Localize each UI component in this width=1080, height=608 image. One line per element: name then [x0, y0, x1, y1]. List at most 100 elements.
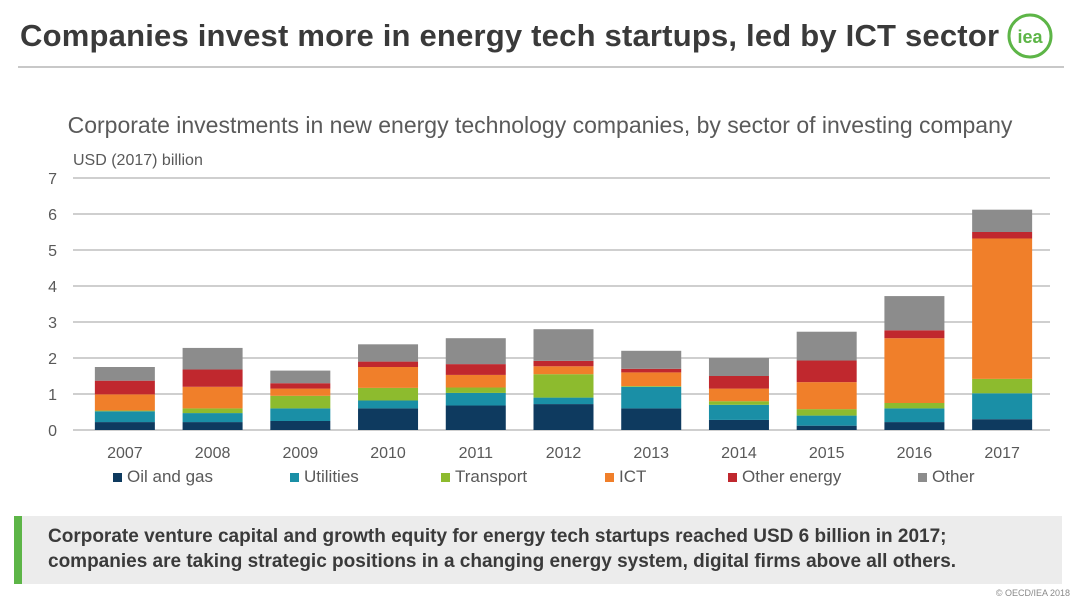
y-tick-label: 4 [48, 279, 57, 296]
logo-text: iea [1017, 27, 1043, 47]
legend-swatch [605, 472, 614, 482]
legend-label: Other energy [742, 467, 842, 486]
bar-segment-utilities-2016 [884, 408, 945, 423]
legend-swatch [918, 472, 927, 482]
x-tick-label: 2016 [897, 445, 933, 462]
bar-segment-transport-2016 [884, 403, 945, 409]
bar-segment-other-2017 [972, 209, 1033, 232]
callout-text: Corporate venture capital and growth equ… [48, 526, 957, 572]
bar-segment-utilities-2011 [445, 392, 506, 406]
bar-segment-transport-2011 [445, 387, 506, 393]
bar-segment-transport-2013 [621, 386, 682, 387]
bar-segment-ict-2010 [358, 367, 419, 388]
y-tick-label: 0 [48, 423, 57, 440]
x-tick-label: 2008 [195, 445, 231, 462]
bar-segment-oil-and-gas-2017 [972, 419, 1033, 430]
legend-label: ICT [619, 467, 647, 486]
bar-segment-other-2015 [796, 331, 857, 361]
bar-segment-other-energy-2007 [94, 380, 155, 395]
iea-logo: iea [1007, 13, 1053, 59]
x-tick-label: 2012 [546, 445, 582, 462]
bar-segment-oil-and-gas-2015 [796, 425, 857, 430]
bar-segment-ict-2007 [94, 394, 155, 411]
legend-swatch [441, 472, 450, 482]
legend-label: Oil and gas [127, 467, 213, 486]
bar-segment-oil-and-gas-2016 [884, 422, 945, 430]
x-tick-label: 2015 [809, 445, 845, 462]
stacked-bar-chart: 0 1 2 3 4 5 6 7 2007 2008 2009 2010 2011 2012 2013 2014… [48, 171, 1050, 462]
bar-segment-transport-2017 [972, 378, 1033, 394]
bar-segment-utilities-2007 [94, 411, 155, 423]
bar-segment-transport-2008 [182, 408, 243, 414]
bar-segment-other-energy-2013 [621, 368, 682, 373]
legend-item-transport: Transport [441, 467, 527, 487]
bar-segment-other-2009 [270, 370, 331, 384]
legend-item-utilities: Utilities [290, 467, 359, 487]
bar-segment-ict-2013 [621, 372, 682, 387]
x-tick-label: 2010 [370, 445, 406, 462]
bar-segment-ict-2015 [796, 382, 857, 410]
bar-segment-other-energy-2011 [445, 364, 506, 375]
legend-label: Transport [455, 467, 528, 486]
bar-segment-ict-2017 [972, 238, 1033, 379]
bar-segment-utilities-2013 [621, 386, 682, 409]
bar-segment-transport-2014 [708, 401, 769, 405]
y-tick-label: 6 [48, 207, 57, 224]
x-tick-label: 2009 [283, 445, 319, 462]
bar-segment-transport-2015 [796, 409, 857, 416]
bar-segment-other-2013 [621, 350, 682, 369]
bar-segment-utilities-2010 [358, 400, 419, 409]
bar-segment-other-energy-2010 [358, 361, 419, 367]
y-tick-label: 5 [48, 243, 57, 260]
bar-segment-other-energy-2015 [796, 360, 857, 383]
legend-item-oil-and-gas: Oil and gas [113, 467, 213, 487]
key-message-callout: Corporate venture capital and growth equ… [14, 516, 1062, 584]
legend-item-other: Other [918, 467, 975, 487]
bar-segment-oil-and-gas-2011 [445, 405, 506, 430]
bar-segment-transport-2012 [533, 374, 594, 398]
bar-segment-oil-and-gas-2012 [533, 404, 594, 430]
bar-segment-utilities-2017 [972, 393, 1033, 420]
bar-segment-other-energy-2016 [884, 330, 945, 339]
x-tick-label: 2013 [633, 445, 669, 462]
legend-swatch [728, 472, 737, 482]
callout-accent-bar [14, 516, 22, 584]
bar-segment-transport-2010 [358, 387, 419, 401]
legend-label: Other [932, 467, 975, 486]
bar-segment-transport-2007 [94, 410, 155, 412]
y-axis-label: USD (2017) billion [73, 152, 203, 169]
x-tick-label: 2017 [984, 445, 1020, 462]
legend-label: Utilities [304, 467, 359, 486]
bar-segment-utilities-2014 [708, 404, 769, 420]
bar-segment-utilities-2015 [796, 415, 857, 426]
chart-title: Corporate investments in new energy tech… [67, 112, 1013, 138]
bar-segment-other-energy-2014 [708, 376, 769, 389]
bar-segment-oil-and-gas-2010 [358, 408, 419, 430]
bar-segment-oil-and-gas-2009 [270, 421, 331, 430]
bar-segment-other-energy-2008 [182, 369, 243, 387]
bar-segment-ict-2011 [445, 374, 506, 388]
bar-segment-other-energy-2012 [533, 360, 594, 367]
slide-title: Companies invest more in energy tech sta… [20, 18, 1000, 53]
x-tick-label: 2011 [459, 445, 494, 462]
bar-segment-ict-2008 [182, 386, 243, 409]
bar-segment-oil-and-gas-2007 [94, 422, 155, 430]
legend-item-other-energy: Other energy [728, 467, 841, 487]
bar-segment-other-2014 [708, 358, 769, 376]
bar-segment-oil-and-gas-2014 [708, 419, 769, 430]
bar-segment-ict-2016 [884, 338, 945, 403]
bar-segment-other-2008 [182, 347, 243, 370]
legend-swatch [290, 472, 299, 482]
bar-segment-other-2016 [884, 296, 945, 331]
bar-segment-other-2010 [358, 344, 419, 362]
y-tick-label: 3 [48, 315, 57, 332]
y-tick-label: 2 [48, 351, 57, 368]
bar-segment-utilities-2012 [533, 397, 594, 405]
y-tick-label: 7 [48, 171, 57, 188]
chart-legend: Oil and gas Utilities Transport ICT Other en… [0, 467, 1080, 489]
bar-segment-transport-2009 [270, 395, 331, 409]
bar-segment-utilities-2009 [270, 408, 331, 421]
bar-segment-other-energy-2009 [270, 383, 331, 389]
bar-segment-ict-2012 [533, 366, 594, 375]
bar-segment-other-2012 [533, 329, 594, 361]
